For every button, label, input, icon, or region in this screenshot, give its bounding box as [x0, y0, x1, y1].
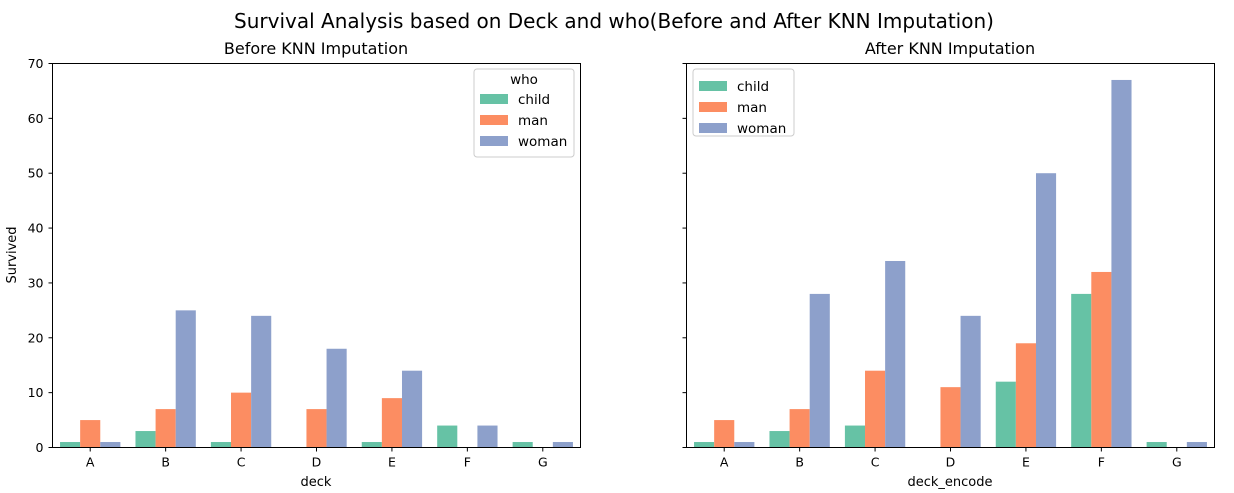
legend-swatch-man [699, 102, 727, 112]
legend-label-woman: woman [518, 134, 567, 150]
chart-after-frame [686, 63, 1215, 448]
x-tick-label: B [795, 455, 804, 470]
x-tick-label: C [237, 455, 246, 470]
bar-woman-E [1035, 173, 1057, 448]
bar-child-C [844, 425, 866, 448]
bar-child-C [210, 442, 232, 448]
bar-man-E [1015, 343, 1036, 448]
bar-woman-F [477, 425, 498, 448]
chart-before-xticks: A B C D E F G [86, 447, 548, 470]
x-tick-label: G [538, 455, 548, 470]
bar-child-B [135, 431, 156, 448]
chart-before-xlabel: deck [301, 475, 332, 490]
bar-woman-A [100, 442, 121, 448]
bar-child-G [512, 442, 533, 448]
y-tick-label: 0 [36, 440, 44, 455]
bar-man-C [865, 370, 886, 448]
x-tick-label: F [1098, 455, 1105, 470]
chart-before-yticks: 0 10 20 30 40 50 60 70 [28, 56, 53, 455]
chart-before-legend: who child man woman [473, 68, 575, 158]
chart-after-bars [694, 79, 1207, 448]
chart-after-title: After KNN Imputation [865, 39, 1035, 58]
bar-man-A [80, 420, 101, 448]
legend-swatch-woman [480, 136, 508, 146]
bar-woman-B [809, 293, 830, 448]
legend-label-man: man [737, 100, 767, 116]
bar-woman-E [401, 370, 423, 448]
bar-man-D [940, 387, 961, 448]
bar-man-D [306, 409, 327, 448]
bar-child-A [694, 442, 715, 448]
bar-child-G [1146, 442, 1167, 448]
legend-label-child: child [518, 92, 550, 108]
x-tick-label: A [720, 455, 729, 470]
chart-after-yticks [682, 63, 687, 448]
legend-label-man: man [518, 113, 548, 129]
legend-swatch-child [480, 94, 508, 104]
legend-swatch-man [480, 115, 508, 125]
y-tick-label: 20 [28, 330, 44, 345]
chart-after-legend: child man woman [692, 68, 795, 137]
bar-child-A [60, 442, 81, 448]
bar-woman-D [960, 315, 981, 448]
chart-before-ylabel: Survived [5, 226, 20, 283]
x-tick-label: D [946, 455, 956, 470]
bar-woman-A [734, 442, 755, 448]
x-tick-label: D [312, 455, 322, 470]
legend-label-woman: woman [737, 121, 786, 137]
bar-man-B [789, 409, 810, 448]
chart-after-xticks: A B C D E F G [720, 447, 1182, 470]
legend-box [473, 68, 575, 158]
bar-woman-F [1111, 79, 1132, 448]
chart-before: Before KNN Imputation A B C D E F G 0 10 20 30 40 5… [5, 39, 581, 490]
y-tick-label: 10 [28, 385, 44, 400]
x-tick-label: G [1172, 455, 1182, 470]
bar-man-A [714, 420, 735, 448]
bar-woman-B [175, 310, 196, 448]
x-tick-label: E [1022, 455, 1030, 470]
chart-before-frame [52, 63, 581, 448]
legend-swatch-child [699, 81, 727, 91]
y-tick-label: 70 [28, 56, 44, 71]
bar-child-F [1071, 293, 1092, 448]
chart-after: After KNN Imputation A B C D E F G deck_encode… [682, 39, 1215, 490]
y-tick-label: 40 [28, 221, 44, 236]
bar-child-E [995, 381, 1016, 448]
bar-man-F [1091, 271, 1112, 448]
bar-child-B [769, 431, 790, 448]
bar-woman-D [326, 348, 347, 448]
figure-title: Survival Analysis based on Deck and who(… [234, 9, 994, 33]
bar-woman-C [251, 315, 272, 448]
bar-man-C [231, 392, 252, 448]
x-tick-label: E [388, 455, 396, 470]
bar-man-E [381, 398, 402, 448]
x-tick-label: F [464, 455, 471, 470]
legend-label-child: child [737, 79, 769, 95]
bar-man-B [155, 409, 176, 448]
x-tick-label: B [161, 455, 170, 470]
y-tick-label: 60 [28, 111, 44, 126]
chart-before-bars [60, 310, 573, 448]
bar-woman-C [885, 260, 906, 448]
legend-swatch-woman [699, 123, 727, 133]
chart-after-xlabel: deck_encode [907, 475, 992, 490]
y-tick-label: 50 [28, 166, 44, 181]
x-tick-label: A [86, 455, 95, 470]
x-tick-label: C [871, 455, 880, 470]
legend-title: who [510, 72, 538, 88]
chart-before-title: Before KNN Imputation [224, 39, 408, 58]
y-tick-label: 30 [28, 275, 44, 290]
bar-woman-G [552, 442, 573, 448]
bar-child-F [437, 425, 458, 448]
bar-woman-G [1186, 442, 1207, 448]
bar-child-E [361, 442, 382, 448]
